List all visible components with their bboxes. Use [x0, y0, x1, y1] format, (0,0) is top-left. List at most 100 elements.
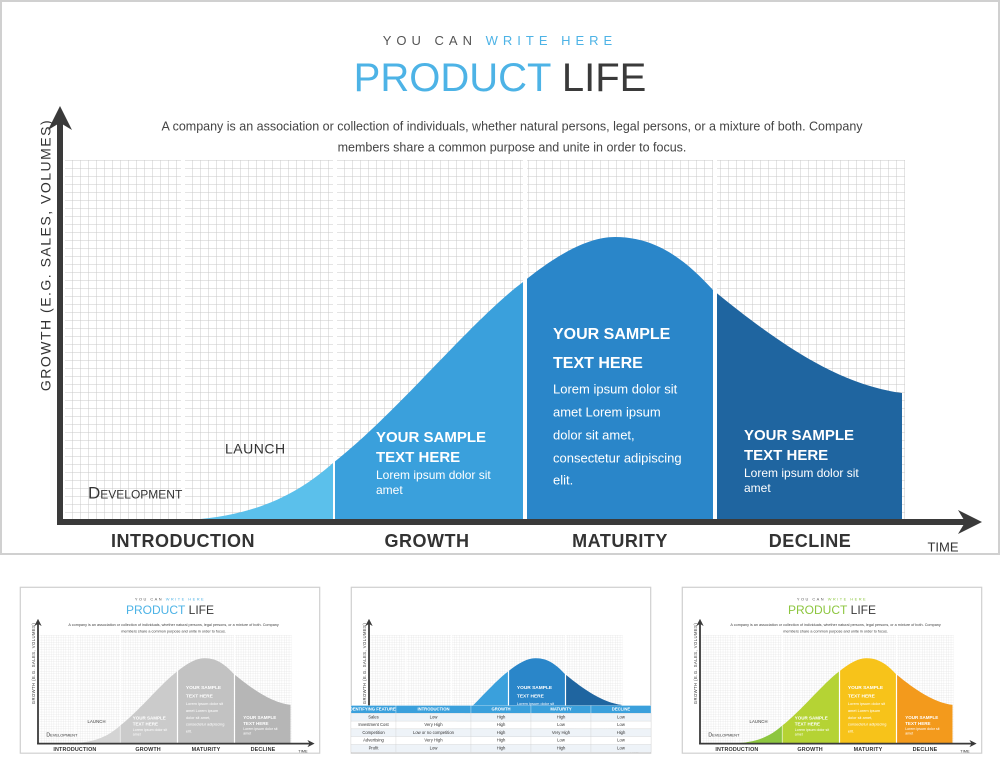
table-header: IDENTIFYING FEATURES [349, 707, 399, 712]
table-cell-text: High [497, 714, 506, 719]
stage-name: MATURITY [854, 747, 883, 753]
section-heading: TEXT HERE [553, 355, 643, 372]
x-axis-label: TIME [298, 748, 308, 753]
table-cell [590, 744, 652, 753]
x-axis-label: TIME [960, 748, 970, 753]
y-axis-label: GROWTH (E.G. SALES, VOLUMES) [31, 623, 36, 705]
development-label: Development [708, 733, 740, 739]
section-body: consectetur adipiscing [186, 722, 225, 727]
section-body: Lorem ipsum dolor sit [848, 701, 886, 706]
section-body: Lorem ipsum dolor sit [517, 701, 555, 706]
stage-name: DECLINE [913, 747, 938, 753]
table-cell-text: High [617, 730, 626, 735]
stage-area [840, 658, 896, 743]
stage-area [178, 658, 234, 743]
section-body: amet [376, 483, 403, 497]
section-body: amet Lorem ipsum [553, 404, 661, 419]
table-cell-text: Low [430, 714, 439, 719]
section-body: Lorem ipsum dolor sit [553, 381, 678, 396]
tagline-part: WRITE HERE [486, 33, 618, 48]
section-body: elit. [553, 472, 573, 487]
section-heading: YOUR SAMPLE [243, 715, 276, 720]
tagline-part: YOU CAN [797, 597, 825, 602]
section-heading: YOUR SAMPLE [133, 716, 166, 721]
stage-area [527, 237, 713, 520]
section-heading: YOUR SAMPLE [186, 685, 222, 691]
table-cell-text: Sales [368, 714, 378, 719]
table-cell-text: High [497, 746, 506, 751]
y-axis-label: GROWTH (E.G. SALES, VOLUMES) [362, 623, 367, 705]
stage-name: GROWTH [797, 747, 822, 753]
development-label: Development [46, 733, 78, 739]
slide: GROWTH (E.G. SALES, VOLUMES)TIMEDevelopm… [349, 586, 652, 754]
section-body: amet [795, 732, 803, 736]
section-body: Lorem ipsum dolor sit [186, 701, 224, 706]
section-heading: TEXT HERE [376, 449, 460, 466]
section-heading: YOUR SAMPLE [553, 326, 671, 343]
section-body: amet Lorem ipsum [848, 708, 880, 713]
table-cell-text: Very High [424, 738, 443, 743]
tagline-part: YOU CAN [383, 33, 477, 48]
section-body: amet [905, 732, 913, 736]
tagline-part: WRITE HERE [828, 597, 867, 602]
section-heading: TEXT HERE [243, 721, 268, 726]
tagline: YOU CAN WRITE HERE [797, 597, 867, 602]
table-cell-text: Profit [369, 746, 380, 751]
section-body: Lorem ipsum dolor sit [376, 468, 491, 482]
title: PRODUCT LIFE [354, 56, 647, 100]
title: PRODUCT LIFE [788, 603, 876, 617]
table-cell-text: High [497, 738, 506, 743]
stage-name: MATURITY [192, 747, 221, 753]
tagline-part: WRITE HERE [166, 597, 205, 602]
table-cell-text: High [557, 746, 566, 751]
section-heading: YOUR SAMPLE [848, 685, 884, 691]
section-heading: TEXT HERE [905, 721, 930, 726]
stage-name: DECLINE [251, 747, 276, 753]
y-axis-label: GROWTH (E.G. SALES, VOLUMES) [38, 119, 54, 391]
stage-name: GROWTH [385, 531, 470, 551]
table-cell-text: Low [557, 738, 566, 743]
tagline: YOU CAN WRITE HERE [383, 33, 617, 48]
section-heading: TEXT HERE [517, 693, 545, 699]
section-heading: YOUR SAMPLE [376, 429, 486, 446]
table-cell-text: Very High [424, 722, 443, 727]
table-cell-text: Low [430, 746, 439, 751]
title-part: LIFE [851, 603, 876, 617]
section-heading: TEXT HERE [744, 447, 828, 464]
title-part: PRODUCT [126, 603, 186, 617]
description: A company is an association or collectio… [161, 119, 863, 133]
x-axis-label: TIME [927, 539, 958, 554]
title-part: LIFE [562, 56, 646, 100]
y-axis-label: GROWTH (E.G. SALES, VOLUMES) [693, 623, 698, 705]
section-body: elit. [186, 728, 192, 733]
stage-name: GROWTH [135, 747, 160, 753]
table-cell-text: Very High [552, 730, 571, 735]
table-cell-text: Low [557, 722, 566, 727]
description: members share a common purpose and unite… [338, 140, 687, 154]
section-body: consectetur adipiscing [553, 450, 682, 465]
table-header: INTRODUCTION [417, 707, 449, 712]
launch-label: LAUNCH [750, 719, 768, 724]
table-cell-text: High [497, 730, 506, 735]
section-heading: YOUR SAMPLE [795, 716, 828, 721]
stage-name: INTRODUCTION [715, 747, 758, 753]
table-header: GROWTH [491, 707, 510, 712]
section-body: dolor sit amet, [553, 427, 635, 442]
section-body: amet Lorem ipsum [186, 708, 218, 713]
section-heading: TEXT HERE [795, 722, 820, 727]
section-body: consectetur adipiscing [848, 722, 887, 727]
table-cell-text: Competition [362, 730, 385, 735]
section-body: dolor sit amet, [848, 715, 872, 720]
table-cell-text: Low [617, 746, 626, 751]
launch-label: LAUNCH [225, 441, 286, 457]
section-body: Lorem ipsum dolor sit [795, 728, 829, 732]
table-cell-text: Low [617, 738, 626, 743]
stage-name: MATURITY [572, 531, 668, 551]
description: A company is an association or collectio… [68, 623, 278, 627]
tagline: YOU CAN WRITE HERE [135, 597, 205, 602]
tagline-part: YOU CAN [135, 597, 163, 602]
section-heading: TEXT HERE [133, 722, 158, 727]
